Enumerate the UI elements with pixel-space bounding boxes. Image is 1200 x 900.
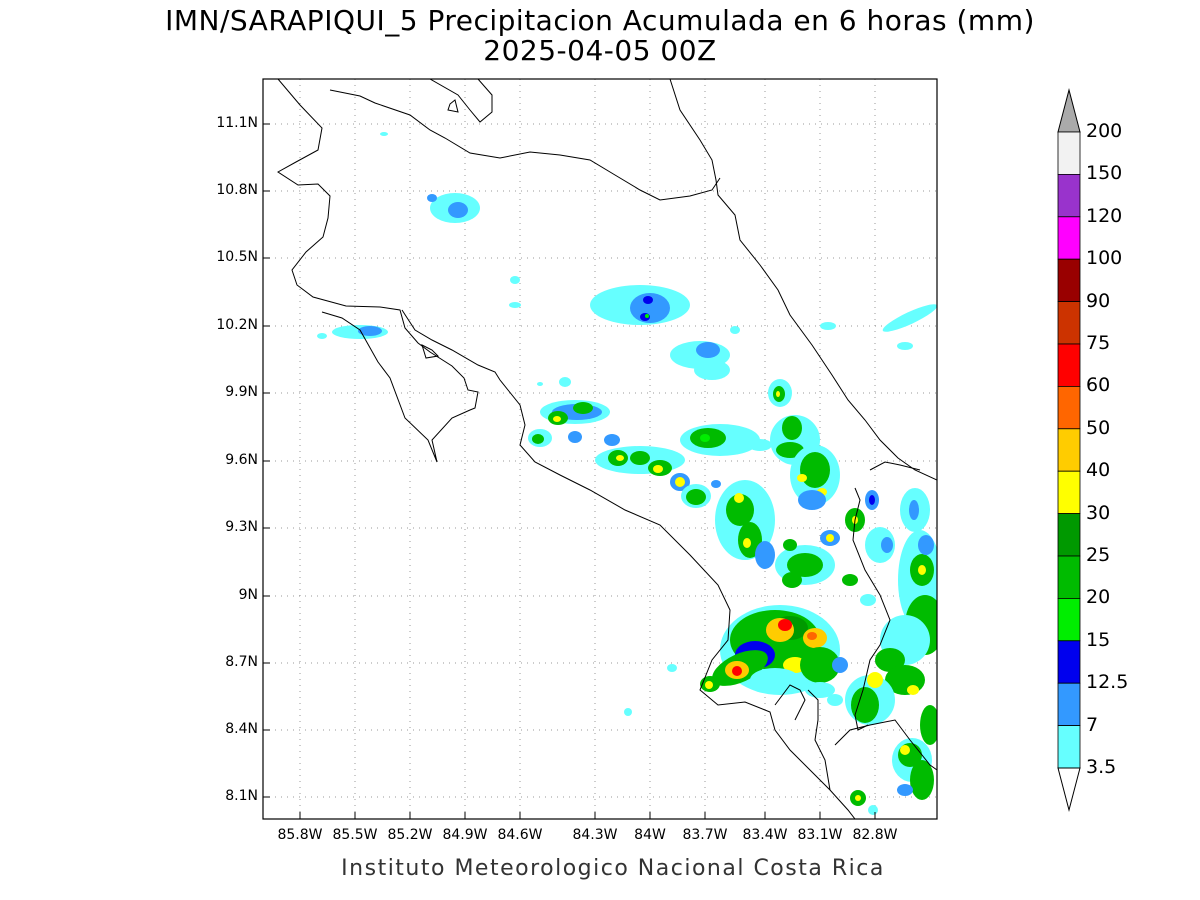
colorbar-label: 60 bbox=[1086, 374, 1111, 397]
lat-label: 10.5N bbox=[216, 249, 258, 265]
colorbar-label: 7 bbox=[1086, 713, 1099, 736]
precipitation-field bbox=[317, 132, 937, 815]
lon-label: 82.8W bbox=[852, 827, 898, 843]
lat-label: 10.8N bbox=[216, 182, 258, 198]
lat-label: 9.3N bbox=[225, 519, 258, 535]
lon-label: 84.6W bbox=[497, 827, 543, 843]
colorbar-swatch bbox=[1057, 385, 1081, 430]
lon-label: 84W bbox=[634, 827, 666, 843]
colorbar-swatch bbox=[1057, 131, 1081, 175]
colorbar-swatch bbox=[1057, 470, 1081, 515]
map-date: 2025-04-05 00Z bbox=[483, 34, 717, 67]
lon-label: 83.1W bbox=[797, 827, 843, 843]
colorbar-label: 150 bbox=[1086, 162, 1123, 185]
colorbar-swatch bbox=[1057, 682, 1081, 727]
lon-label: 84.9W bbox=[442, 827, 488, 843]
lat-label: 11.1N bbox=[216, 115, 258, 131]
colorbar-swatch bbox=[1057, 513, 1081, 557]
colorbar-label: 15 bbox=[1086, 628, 1111, 651]
colorbar-swatch bbox=[1057, 343, 1081, 387]
colorbar-label: 200 bbox=[1086, 120, 1123, 142]
map-frame bbox=[262, 78, 938, 820]
colorbar-label: 25 bbox=[1086, 544, 1111, 566]
colorbar-label: 75 bbox=[1086, 332, 1111, 354]
colorbar-swatch bbox=[1057, 216, 1081, 260]
lon-label: 84.3W bbox=[572, 827, 618, 843]
lat-label: 10.2N bbox=[216, 317, 258, 333]
lat-label: 8.4N bbox=[225, 721, 258, 737]
credit-text: Instituto Meteorologico Nacional Costa R… bbox=[341, 856, 885, 881]
colorbar-over-arrow bbox=[1057, 88, 1081, 133]
lon-label: 85.2W bbox=[387, 827, 433, 843]
lat-label: 8.1N bbox=[225, 788, 258, 804]
lat-label: 9.9N bbox=[225, 384, 258, 400]
lon-label: 85.8W bbox=[277, 827, 323, 843]
colorbar-under-arrow bbox=[1057, 767, 1081, 812]
colorbar-label: 120 bbox=[1086, 204, 1123, 227]
colorbar bbox=[1057, 88, 1081, 812]
map-grid bbox=[263, 79, 937, 819]
lat-label: 9.6N bbox=[225, 452, 258, 468]
colorbar-label: 3.5 bbox=[1086, 756, 1117, 778]
colorbar-label: 50 bbox=[1086, 416, 1111, 439]
lat-label: 9N bbox=[238, 587, 258, 603]
lat-label: 8.7N bbox=[225, 654, 258, 670]
colorbar-label: 90 bbox=[1086, 289, 1111, 312]
colorbar-label: 100 bbox=[1086, 247, 1123, 270]
axis-ticks bbox=[263, 123, 876, 819]
colorbar-swatch bbox=[1057, 173, 1081, 218]
colorbar-swatch bbox=[1057, 598, 1081, 642]
lon-label: 83.7W bbox=[682, 827, 728, 843]
colorbar-swatch bbox=[1057, 301, 1081, 345]
map-title: IMN/SARAPIQUI_5 Precipitacion Acumulada … bbox=[165, 4, 1035, 37]
lon-label: 85.5W bbox=[332, 827, 378, 843]
colorbar-label: 40 bbox=[1086, 459, 1111, 482]
lon-label: 83.4W bbox=[742, 827, 788, 843]
colorbar-swatch bbox=[1057, 640, 1081, 684]
coastline bbox=[277, 79, 937, 819]
colorbar-label: 20 bbox=[1086, 586, 1111, 609]
colorbar-swatch bbox=[1057, 258, 1081, 303]
colorbar-label: 30 bbox=[1086, 501, 1111, 524]
colorbar-swatch bbox=[1057, 725, 1081, 769]
colorbar-label: 12.5 bbox=[1086, 671, 1129, 694]
colorbar-swatch bbox=[1057, 428, 1081, 472]
colorbar-swatch bbox=[1057, 555, 1081, 599]
